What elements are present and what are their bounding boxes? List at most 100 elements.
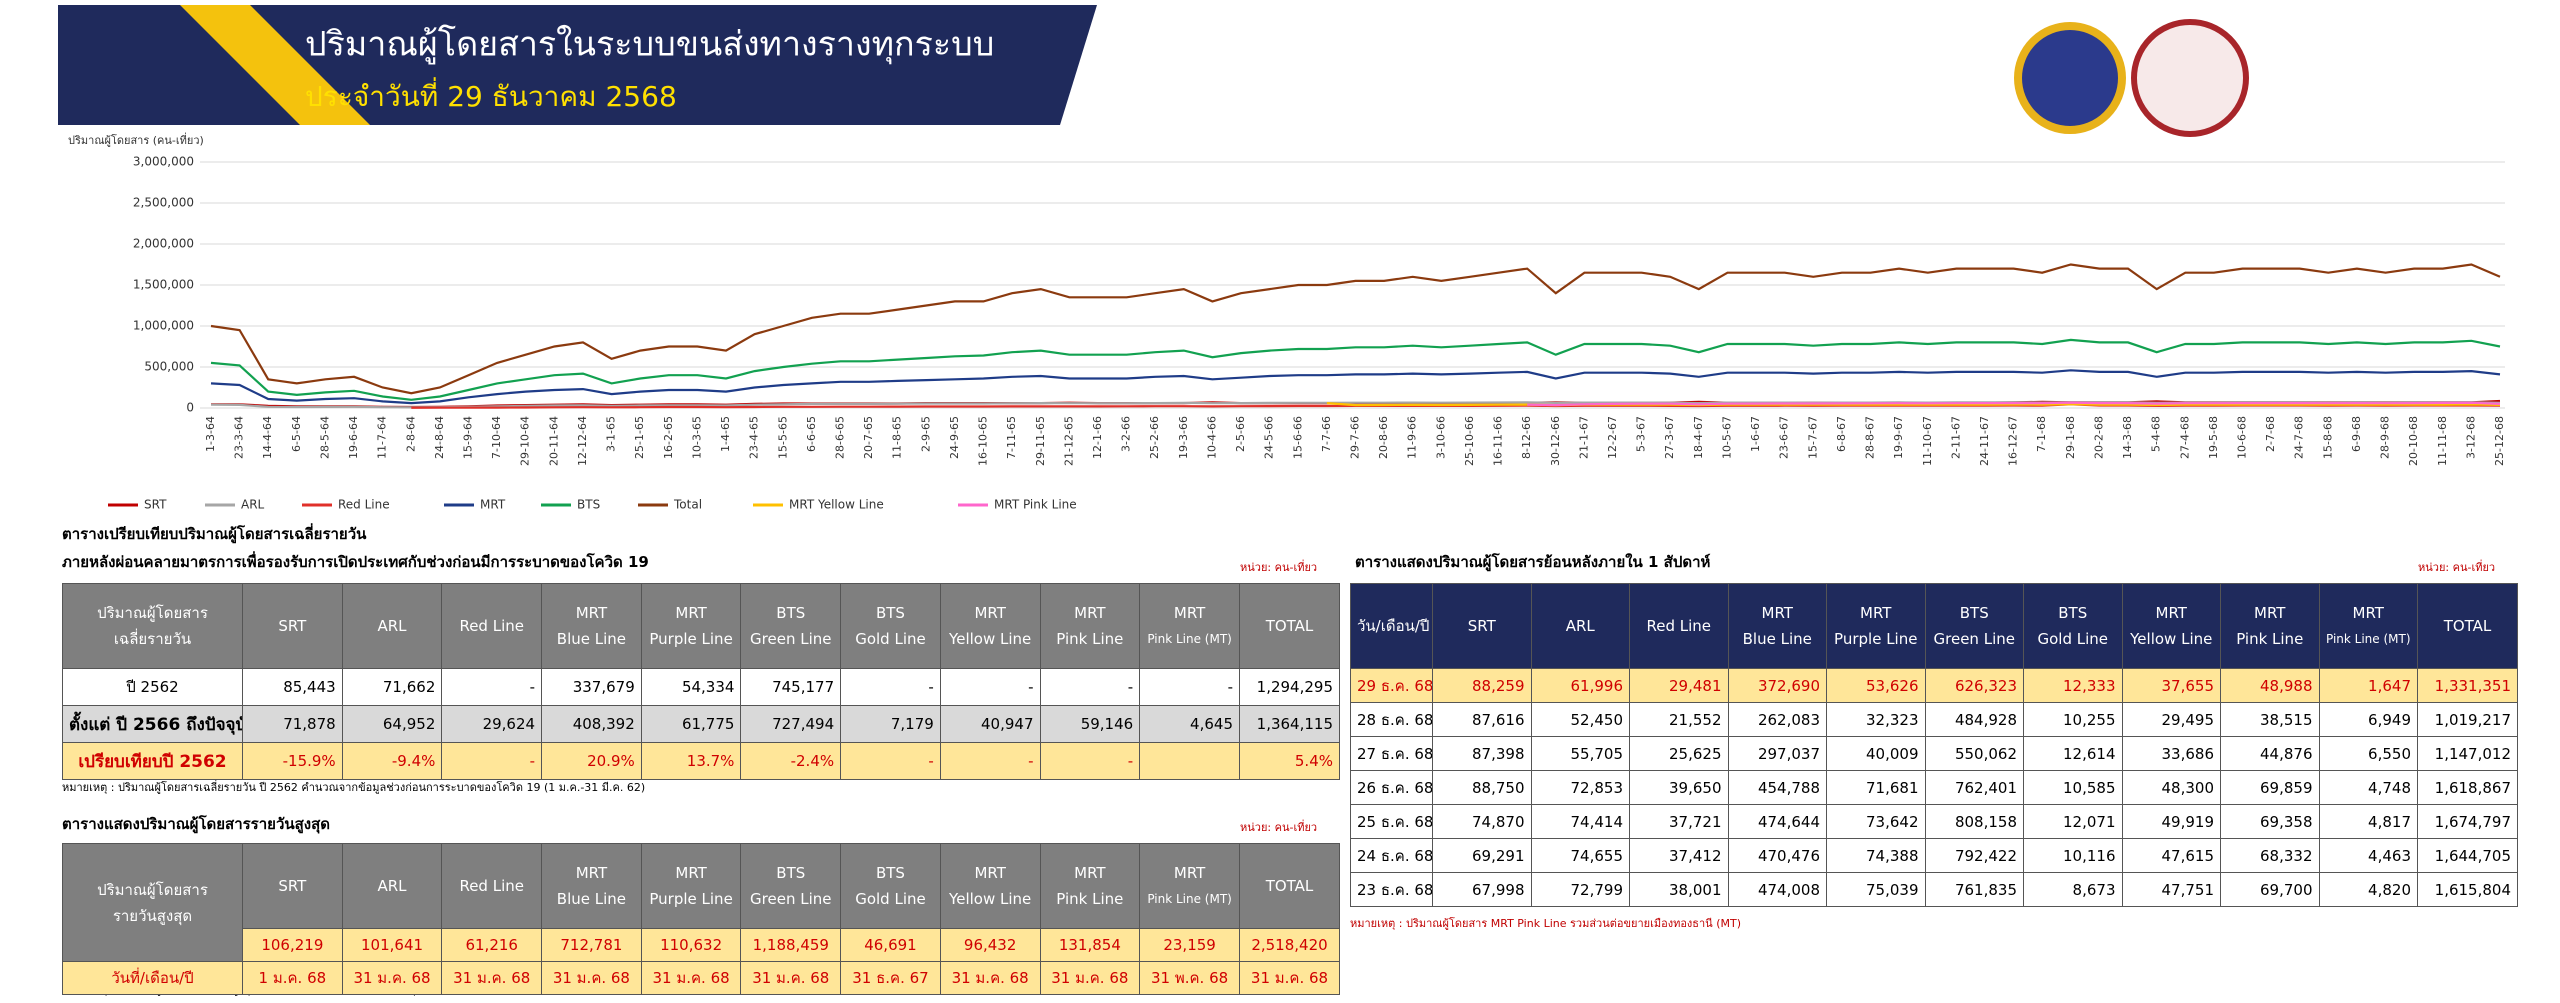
- x-tick-label: 19-5-68: [2207, 416, 2220, 459]
- header-cell: Red Line: [1629, 583, 1729, 669]
- x-tick-label: 20-7-65: [862, 416, 875, 459]
- header-cell: Red Line: [441, 843, 543, 929]
- header-text: MRT: [1761, 604, 1793, 622]
- table-cell: 10,116: [2023, 838, 2123, 873]
- header-cell: BTS Green Line: [740, 843, 842, 929]
- header-text: Purple Line: [1834, 630, 1918, 648]
- x-tick-label: 20-2-68: [2092, 416, 2105, 459]
- table-cell: 29,624: [441, 705, 543, 743]
- x-tick-label: 3-1-65: [605, 416, 618, 452]
- header-cell: SRT: [1432, 583, 1532, 669]
- x-tick-label: 28-6-65: [833, 416, 846, 459]
- table-cell: 54,334: [640, 668, 742, 706]
- table-cell: 4,817: [2318, 804, 2418, 839]
- table-cell: 31 ธ.ค. 67: [840, 961, 941, 995]
- table-cell: 297,037: [1727, 736, 1827, 771]
- table-cell: 39,650: [1629, 770, 1729, 805]
- x-tick-label: 11-11-68: [2436, 416, 2449, 466]
- table-note: หมายเหตุ : ปริมาณผู้โดยสารเฉลี่ยรายวัน ป…: [62, 781, 646, 794]
- table-cell: 74,388: [1826, 838, 1926, 873]
- legend-label: MRT: [480, 498, 506, 512]
- table-row: 29 ธ.ค. 68 88,259 61,996 29,481 372,690 53,62…: [1350, 668, 2518, 703]
- y-tick-label: 2,000,000: [133, 237, 194, 251]
- header-text: BTS: [776, 604, 806, 622]
- table-cell: 67,998: [1432, 872, 1532, 907]
- table-title: ตารางแสดงปริมาณผู้โดยสารรายวันสูงสุด: [62, 815, 330, 833]
- header-text: ARL: [377, 877, 407, 895]
- table-cell: 1,674,797: [2417, 804, 2518, 839]
- header-text: SRT: [278, 617, 307, 635]
- legend-label: MRT Yellow Line: [789, 498, 884, 512]
- row-label: วันที่/เดือน/ปี: [62, 961, 243, 995]
- header-subtitle: ประจำวันที่ 29 ธันวาคม 2568: [305, 77, 677, 113]
- header-text: Yellow Line: [2130, 630, 2213, 648]
- header-row: ปริมาณผู้โดยสาร เฉลี่ยรายวัน SRT ARL Red Lin…: [62, 583, 1340, 669]
- table-cell: 75,039: [1826, 872, 1926, 907]
- table-cell: 1,019,217: [2417, 702, 2518, 737]
- header-text: MRT: [1173, 864, 1206, 882]
- table-cell: 110,632: [640, 928, 742, 962]
- row-label: 28 ธ.ค. 68: [1350, 702, 1433, 737]
- header-cell: MRT Blue Line: [541, 843, 642, 929]
- header-text: Red Line: [1646, 617, 1712, 635]
- table-cell: 12,071: [2023, 804, 2123, 839]
- x-tick-label: 15-9-64: [462, 416, 475, 459]
- header-text: MRT: [974, 864, 1006, 882]
- header-title: ปริมาณผู้โดยสารในระบบขนส่งทางรางทุกระบบ: [305, 25, 994, 65]
- table-cell: 2,518,420: [1239, 928, 1340, 962]
- x-tick-label: 20-10-68: [2407, 416, 2420, 466]
- table-cell: 29,495: [2121, 702, 2221, 737]
- header-text: รายวันสูงสุด: [112, 906, 193, 925]
- table-cell: 808,158: [1924, 804, 2024, 839]
- data-table: วัน/เดือน/ปี SRT ARL Red Line MRT Blue Line MR…: [1350, 583, 2518, 907]
- logo: [2131, 19, 2249, 137]
- x-tick-label: 29-7-66: [1349, 416, 1362, 459]
- table-row: วันที่/เดือน/ปี 1 ม.ค. 68 31 ม.ค. 68 31 ม.ค…: [62, 961, 1340, 995]
- x-tick-label: 19-9-67: [1892, 416, 1905, 459]
- header-cell: MRT Blue Line: [1727, 583, 1827, 669]
- table-cell: 29,481: [1629, 668, 1729, 703]
- x-tick-label: 15-6-66: [1291, 416, 1304, 459]
- header-text: ปริมาณผู้โดยสาร: [97, 880, 208, 899]
- table-cell: 47,615: [2121, 838, 2221, 873]
- table-cell: 69,700: [2220, 872, 2320, 907]
- x-tick-label: 16-10-65: [977, 416, 990, 466]
- table-cell: 6,550: [2318, 736, 2418, 771]
- row-label: ตั้งแต่ ปี 2566 ถึงปัจจุบัน: [62, 705, 243, 743]
- x-tick-label: 2-11-67: [1949, 416, 1962, 459]
- header-text: MRT: [2254, 604, 2286, 622]
- table-cell: 372,690: [1727, 668, 1827, 703]
- x-tick-label: 10-4-66: [1205, 416, 1218, 459]
- table-cell: 1,188,459: [740, 928, 842, 962]
- header-cell: ปริมาณผู้โดยสาร เฉลี่ยรายวัน: [62, 583, 243, 669]
- table-cell: 48,988: [2220, 668, 2320, 703]
- banner-stripe: [180, 5, 370, 125]
- row-label: เปรียบเทียบปี 2562: [62, 742, 243, 780]
- x-tick-label: 24-11-67: [1978, 416, 1991, 466]
- x-tick-label: 12-2-67: [1606, 416, 1619, 459]
- y-tick-label: 0: [186, 401, 194, 415]
- x-tick-label: 16-11-66: [1492, 416, 1505, 466]
- table-cell: -: [840, 742, 941, 780]
- header-text: วัน/เดือน/ปี: [1357, 617, 1430, 635]
- table-row: 26 ธ.ค. 68 88,750 72,853 39,650 454,788 71,68…: [1350, 770, 2518, 805]
- series-line: [1527, 401, 2501, 407]
- row-label: 23 ธ.ค. 68: [1350, 872, 1433, 907]
- table-cell: 61,996: [1530, 668, 1630, 703]
- header-text: Yellow Line: [949, 630, 1032, 648]
- header-text: BTS: [875, 604, 905, 622]
- table-row: ปี 2562 85,443 71,662-337,679 54,334 745,177…: [62, 668, 1340, 706]
- x-tick-label: 28-8-67: [1864, 416, 1877, 459]
- table-cell: 5.4%: [1239, 742, 1340, 780]
- x-tick-label: 18-4-67: [1692, 416, 1705, 459]
- x-tick-label: 21-1-67: [1577, 416, 1590, 459]
- header-text: MRT: [1860, 604, 1892, 622]
- table-cell: 64,952: [341, 705, 443, 743]
- table-title: ภายหลังผ่อนคลายมาตรการเพื่อรองรับการเปิด…: [62, 553, 649, 571]
- header-text: MRT: [1074, 604, 1106, 622]
- table-cell: 31 ม.ค. 68: [740, 961, 842, 995]
- table-cell: 470,476: [1727, 838, 1827, 873]
- y-tick-label: 1,500,000: [133, 278, 194, 292]
- table-cell: 13.7%: [640, 742, 742, 780]
